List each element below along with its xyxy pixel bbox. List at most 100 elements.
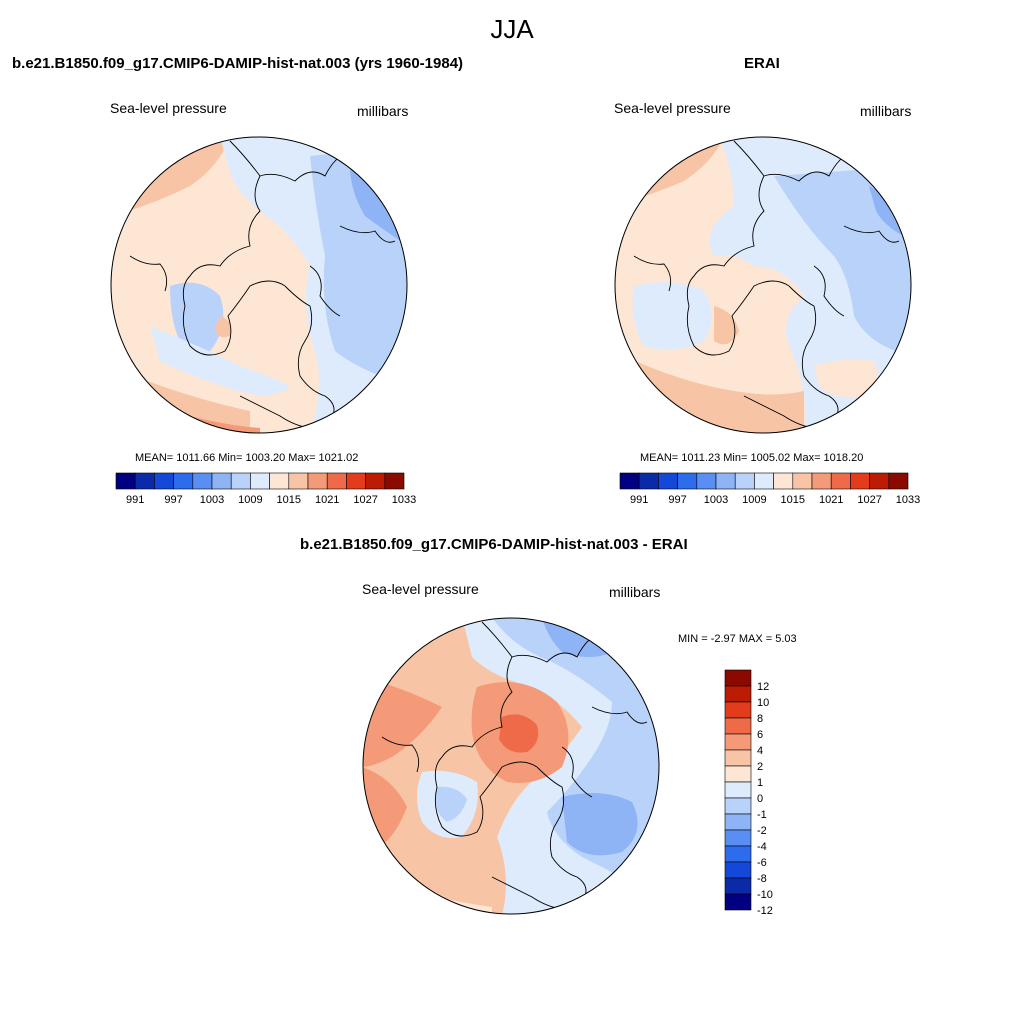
diff-colorbar-label: 10: [757, 697, 769, 709]
diff-colorbar-label: 0: [757, 793, 763, 805]
diff-colorbar-box: [724, 797, 752, 815]
model-colorbar-box: [250, 472, 270, 490]
obs-colorbar-label: 997: [668, 494, 686, 506]
diff-colorbar-label: 2: [757, 761, 763, 773]
diff-colorbar-label: -10: [757, 889, 773, 901]
model-colorbar-label: 1015: [277, 494, 301, 506]
model-colorbar-box: [269, 472, 290, 490]
obs-colorbar-box: [658, 472, 678, 490]
diff-polar-map: [362, 617, 660, 915]
obs-colorbar-label: 1003: [704, 494, 728, 506]
model-colorbar-box: [288, 472, 309, 490]
obs-colorbar-label: 1021: [819, 494, 843, 506]
model-colorbar-box: [115, 472, 136, 490]
model-units-label: millibars: [357, 103, 409, 119]
diff-colorbar-label: -2: [757, 825, 767, 837]
obs-colorbar: 991 997 1003 1009 1015 1021 1027 1033: [619, 472, 920, 506]
model-colorbar-box: [192, 472, 213, 490]
model-colorbar-box: [154, 472, 174, 490]
diff-colorbar-box: [724, 781, 752, 799]
diff-colorbar-label: 6: [757, 729, 763, 741]
diff-colorbar-box: [724, 749, 752, 767]
obs-colorbar-label: 1033: [896, 494, 920, 506]
diff-colorbar-label: -6: [757, 857, 767, 869]
diff-colorbar-box: [724, 845, 752, 863]
obs-colorbar-box: [619, 472, 640, 490]
model-colorbar-box: [307, 472, 328, 490]
diff-colorbar-label: -12: [757, 905, 773, 917]
model-panel-title: b.e21.B1850.f09_g17.CMIP6-DAMIP-hist-nat…: [12, 55, 464, 72]
obs-colorbar-box: [773, 472, 794, 490]
diff-colorbar-label: -1: [757, 809, 767, 821]
diff-colorbar-label: 1: [757, 777, 763, 789]
obs-colorbar-box: [792, 472, 813, 490]
model-colorbar-box: [365, 472, 386, 490]
diff-units-label: millibars: [609, 584, 661, 600]
obs-colorbar-box: [830, 472, 851, 490]
model-colorbar-box: [346, 472, 366, 490]
obs-colorbar-label: 1027: [857, 494, 881, 506]
coastlines: [129, 140, 396, 429]
map-fill-light-blue-2: [150, 326, 290, 395]
model-colorbar-box: [326, 472, 347, 490]
obs-colorbar-box: [850, 472, 870, 490]
diff-colorbar-box: [724, 861, 752, 879]
diff-colorbar-box: [724, 829, 752, 847]
obs-colorbar-box: [638, 472, 659, 490]
diff-colorbar-box: [724, 893, 752, 911]
model-colorbar-box: [384, 472, 405, 490]
diff-stats: MIN = -2.97 MAX = 5.03: [678, 633, 797, 645]
obs-colorbar-box: [811, 472, 832, 490]
model-colorbar-box: [173, 472, 194, 490]
diff-colorbar-box: [724, 765, 752, 783]
diff-colorbar-box: [724, 813, 752, 831]
model-colorbar-label: 997: [164, 494, 182, 506]
diff-colorbar-label: 12: [757, 681, 769, 693]
diff-colorbar-label: -8: [757, 873, 767, 885]
diff-colorbar-box: [724, 877, 752, 895]
obs-colorbar-box: [696, 472, 717, 490]
diff-colorbar-box: [724, 733, 752, 751]
obs-panel-title: ERAI: [744, 55, 780, 72]
obs-units-label: millibars: [860, 103, 912, 119]
diff-colorbar-label: 4: [757, 745, 763, 757]
diff-panel-title: b.e21.B1850.f09_g17.CMIP6-DAMIP-hist-nat…: [300, 536, 688, 553]
model-stats: MEAN= 1011.66 Min= 1003.20 Max= 1021.02: [135, 452, 359, 464]
diff-colorbar-box: [724, 701, 752, 719]
model-variable-label: Sea-level pressure: [110, 100, 227, 116]
model-polar-map: [110, 136, 408, 434]
diff-colorbar-box: [724, 717, 752, 735]
diff-variable-label: Sea-level pressure: [362, 581, 479, 597]
model-colorbar-box: [230, 472, 251, 490]
obs-polar-map: [614, 136, 912, 434]
obs-colorbar-box: [888, 472, 909, 490]
figure-title: JJA: [490, 14, 534, 44]
obs-colorbar-box: [734, 472, 755, 490]
obs-colorbar-box: [677, 472, 698, 490]
obs-colorbar-label: 1015: [781, 494, 805, 506]
model-colorbar-label: 1021: [315, 494, 339, 506]
model-colorbar-box: [211, 472, 232, 490]
map-fill-mid-blue-2: [170, 282, 224, 355]
model-colorbar: 991 997 1003 1009 1015 1021 1027 1033: [115, 472, 416, 506]
model-colorbar-label: 991: [126, 494, 144, 506]
obs-colorbar-label: 991: [630, 494, 648, 506]
map-border: [110, 136, 408, 434]
obs-variable-label: Sea-level pressure: [614, 100, 731, 116]
diff-colorbar-box: [724, 669, 752, 687]
model-colorbar-label: 1003: [200, 494, 224, 506]
model-colorbar-box: [134, 472, 155, 490]
diff-colorbar-label: -4: [757, 841, 767, 853]
obs-colorbar-box: [715, 472, 736, 490]
diff-colorbar-box: [724, 685, 752, 703]
obs-stats: MEAN= 1011.23 Min= 1005.02 Max= 1018.20: [640, 452, 864, 464]
model-colorbar-label: 1033: [392, 494, 416, 506]
diff-colorbar-label: 8: [757, 713, 763, 725]
obs-colorbar-box: [754, 472, 774, 490]
map-fill-blue: [350, 166, 407, 246]
model-colorbar-label: 1009: [238, 494, 262, 506]
model-colorbar-label: 1027: [353, 494, 377, 506]
obs-colorbar-box: [869, 472, 890, 490]
obs-colorbar-label: 1009: [742, 494, 766, 506]
